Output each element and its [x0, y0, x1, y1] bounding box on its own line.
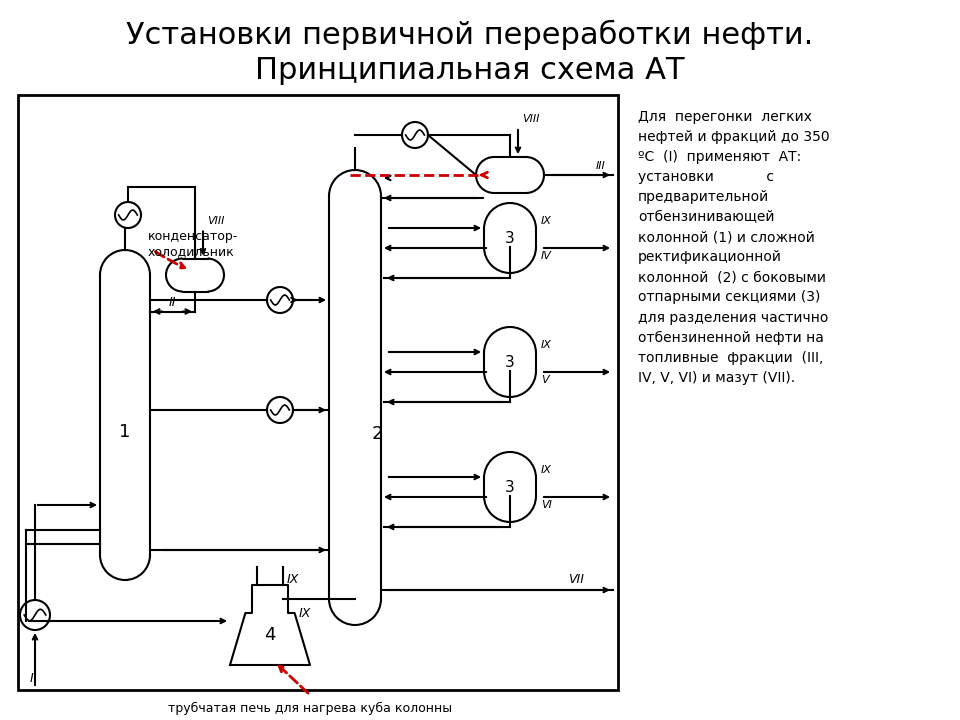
Text: III: III: [596, 161, 606, 171]
Text: V: V: [541, 375, 548, 385]
Text: Принципиальная схема АТ: Принципиальная схема АТ: [255, 55, 684, 84]
Text: 3: 3: [505, 354, 515, 369]
Circle shape: [402, 122, 428, 148]
Text: IX: IX: [541, 216, 552, 226]
Text: VIII: VIII: [207, 215, 225, 225]
Text: IX: IX: [541, 465, 552, 475]
FancyBboxPatch shape: [166, 258, 224, 292]
Text: Для  перегонки  легких
нефтей и фракций до 350
ºС  (I)  применяют  АТ:
установки: Для перегонки легких нефтей и фракций до…: [638, 110, 829, 384]
Bar: [484, 353, 536, 371]
Text: IV: IV: [541, 251, 552, 261]
Bar: [18, 95, 618, 690]
Text: I: I: [29, 672, 33, 685]
Text: IX: IX: [299, 607, 311, 620]
Circle shape: [115, 202, 141, 228]
FancyBboxPatch shape: [476, 157, 544, 193]
Polygon shape: [230, 585, 310, 665]
Text: трубчатая печь для нагрева куба колонны: трубчатая печь для нагрева куба колонны: [168, 702, 452, 715]
Text: 3: 3: [505, 230, 515, 246]
Text: VII: VII: [568, 573, 584, 586]
Bar: [329, 196, 381, 599]
Text: II: II: [169, 295, 177, 308]
Circle shape: [267, 287, 293, 313]
Circle shape: [267, 397, 293, 423]
Text: VI: VI: [541, 500, 552, 510]
Text: IX: IX: [541, 340, 552, 350]
Text: 4: 4: [264, 626, 276, 644]
Text: IX: IX: [287, 573, 299, 586]
Circle shape: [20, 600, 50, 630]
Bar: [484, 478, 536, 496]
Text: конденсатор-
холодильник: конденсатор- холодильник: [148, 230, 238, 258]
Text: VIII: VIII: [522, 114, 540, 124]
Text: 3: 3: [505, 480, 515, 495]
Bar: [484, 229, 536, 247]
Text: 1: 1: [119, 423, 131, 441]
Text: Установки первичной переработки нефти.: Установки первичной переработки нефти.: [127, 20, 814, 50]
Bar: [100, 275, 150, 555]
Text: 2: 2: [372, 425, 383, 443]
